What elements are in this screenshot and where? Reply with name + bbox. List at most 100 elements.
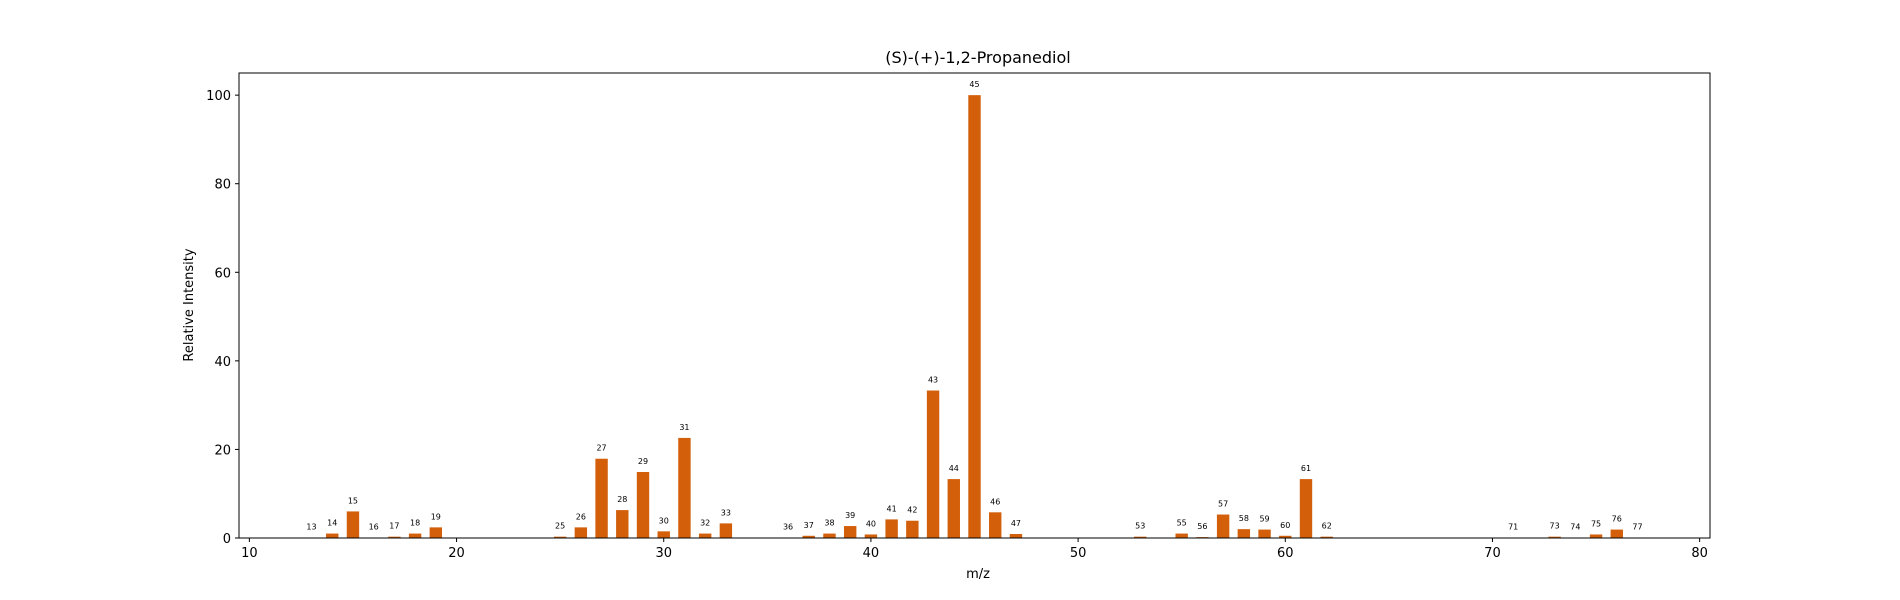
bar-mz-19 xyxy=(429,527,443,538)
bar-mz-39 xyxy=(843,526,857,538)
y-tick-label: 20 xyxy=(214,443,231,458)
y-tick-label: 40 xyxy=(214,355,231,370)
bar-label-42: 42 xyxy=(907,506,917,515)
bar-mz-40 xyxy=(864,534,878,538)
bar-label-15: 15 xyxy=(348,496,358,505)
bar-mz-76 xyxy=(1610,529,1623,538)
bar-label-26: 26 xyxy=(576,512,586,521)
bar-label-45: 45 xyxy=(969,80,979,89)
bar-label-40: 40 xyxy=(866,519,876,528)
bar-mz-38 xyxy=(823,533,836,538)
bar-label-59: 59 xyxy=(1259,515,1269,524)
chart-title: (S)-(+)-1,2-Propanediol xyxy=(885,48,1070,67)
bar-mz-32 xyxy=(698,533,712,538)
bar-label-44: 44 xyxy=(949,464,959,473)
bars-group xyxy=(305,95,1644,539)
bar-label-16: 16 xyxy=(369,523,379,532)
bar-label-62: 62 xyxy=(1322,522,1332,531)
bar-label-71: 71 xyxy=(1508,523,1518,532)
bar-mz-26 xyxy=(574,527,588,538)
bar-label-58: 58 xyxy=(1239,514,1249,523)
bar-mz-27 xyxy=(595,458,608,538)
bar-mz-73 xyxy=(1548,536,1561,538)
bar-label-73: 73 xyxy=(1550,522,1560,531)
bar-mz-15 xyxy=(346,511,360,538)
bar-label-36: 36 xyxy=(783,523,793,532)
bar-label-74: 74 xyxy=(1570,523,1580,532)
y-tick-label: 0 xyxy=(223,532,231,547)
bar-mz-17 xyxy=(388,536,401,538)
bar-mz-43 xyxy=(926,390,940,538)
bar-labels-group: 13 14 15 16 17 18 19 25 26 27 28 29 30 31 32 33 36 37 38 39… xyxy=(306,80,1642,531)
bar-mz-47 xyxy=(1009,534,1023,538)
x-tick-label: 80 xyxy=(1691,546,1708,561)
bar-mz-33 xyxy=(719,523,733,538)
x-tick-label: 40 xyxy=(863,546,880,561)
bar-label-77: 77 xyxy=(1632,523,1642,532)
bar-label-17: 17 xyxy=(389,522,399,531)
x-tick-label: 20 xyxy=(448,546,465,561)
bar-label-75: 75 xyxy=(1591,519,1601,528)
bar-mz-61 xyxy=(1299,479,1313,538)
bar-mz-42 xyxy=(906,520,919,538)
bar-label-31: 31 xyxy=(679,423,689,432)
bar-label-37: 37 xyxy=(804,521,814,530)
bar-label-28: 28 xyxy=(617,495,627,504)
bar-label-57: 57 xyxy=(1218,500,1228,509)
y-axis-label: Relative Intensity xyxy=(182,248,197,361)
bar-label-55: 55 xyxy=(1177,519,1187,528)
y-tick-label: 60 xyxy=(214,266,231,281)
bar-mz-28 xyxy=(616,510,629,538)
bar-mz-31 xyxy=(678,437,691,538)
bar-label-39: 39 xyxy=(845,511,855,520)
bar-mz-53 xyxy=(1134,536,1147,538)
bar-mz-44 xyxy=(947,479,960,538)
bar-mz-59 xyxy=(1258,529,1271,538)
bar-label-27: 27 xyxy=(596,444,606,453)
bar-label-61: 61 xyxy=(1301,464,1311,473)
bar-mz-41 xyxy=(885,519,898,538)
x-tick-label: 30 xyxy=(655,546,672,561)
bar-mz-46 xyxy=(989,512,1002,538)
bar-label-46: 46 xyxy=(990,497,1000,506)
x-tick-label: 60 xyxy=(1277,546,1294,561)
bar-label-25: 25 xyxy=(555,522,565,531)
bar-label-56: 56 xyxy=(1197,522,1207,531)
bar-label-14: 14 xyxy=(327,519,337,528)
bar-label-32: 32 xyxy=(700,519,710,528)
bar-label-18: 18 xyxy=(410,519,420,528)
bar-label-47: 47 xyxy=(1011,519,1021,528)
bar-label-53: 53 xyxy=(1135,522,1145,531)
bar-label-41: 41 xyxy=(887,504,897,513)
bar-mz-45 xyxy=(968,95,981,539)
x-tick-label: 50 xyxy=(1070,546,1087,561)
bar-mz-37 xyxy=(802,535,815,538)
bar-mz-30 xyxy=(657,531,670,538)
plot-frame xyxy=(238,72,1711,539)
bar-mz-57 xyxy=(1216,514,1230,538)
bar-label-38: 38 xyxy=(824,519,834,528)
x-axis-label: m/z xyxy=(966,567,990,582)
y-axis-ticks: 0 20 40 60 80 100 xyxy=(206,89,239,547)
y-tick-label: 100 xyxy=(206,89,231,104)
bar-label-43: 43 xyxy=(928,376,938,385)
bar-mz-58 xyxy=(1237,529,1251,538)
bar-label-29: 29 xyxy=(638,457,648,466)
bar-mz-14 xyxy=(326,533,339,538)
x-axis-ticks: 10 20 30 40 50 60 70 80 xyxy=(241,538,1708,561)
y-tick-label: 80 xyxy=(214,178,231,193)
bar-mz-60 xyxy=(1279,535,1292,538)
bar-mz-55 xyxy=(1175,533,1188,538)
bar-label-19: 19 xyxy=(431,512,441,521)
bar-label-13: 13 xyxy=(306,523,316,532)
bar-label-30: 30 xyxy=(659,516,669,525)
bar-mz-25 xyxy=(553,536,567,538)
x-tick-label: 10 xyxy=(241,546,258,561)
bar-label-33: 33 xyxy=(721,508,731,517)
bar-mz-29 xyxy=(636,472,650,538)
x-tick-label: 70 xyxy=(1484,546,1501,561)
bar-mz-18 xyxy=(408,533,422,538)
bar-label-60: 60 xyxy=(1280,521,1290,530)
bar-mz-62 xyxy=(1320,536,1333,538)
